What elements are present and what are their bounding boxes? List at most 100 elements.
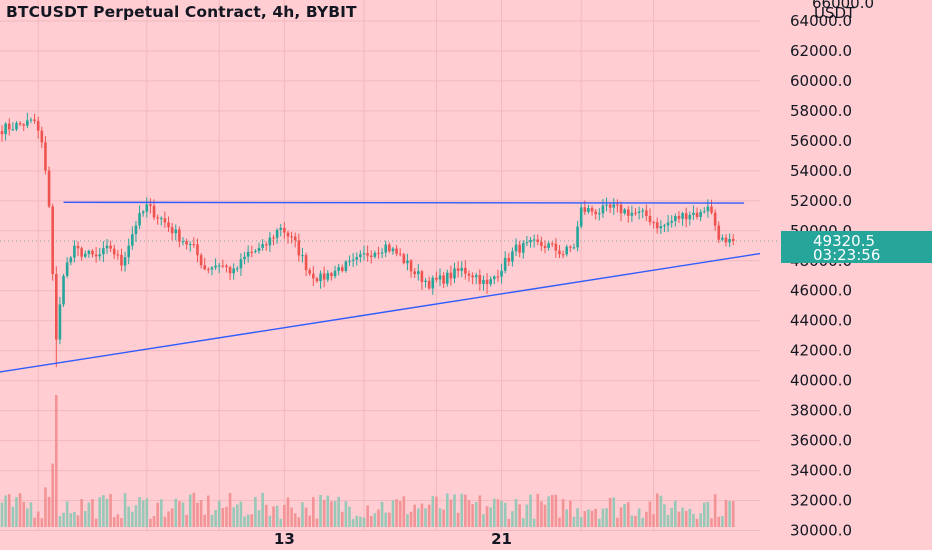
volume-bar xyxy=(608,497,612,527)
volume-bar xyxy=(312,497,315,527)
price-axis[interactable]: 66000.0 USDT 64000.0 62000.0 60000.0 58000.… xyxy=(790,0,874,540)
candle xyxy=(659,220,663,235)
candle-body xyxy=(623,209,626,214)
candle xyxy=(264,241,268,251)
candle xyxy=(695,207,699,220)
candle xyxy=(290,231,293,244)
volume-bar xyxy=(489,507,492,527)
volume-bar xyxy=(406,514,409,527)
candle-body xyxy=(29,119,33,121)
volume-bar xyxy=(26,508,29,527)
volume-bar xyxy=(315,518,319,527)
candle-body xyxy=(692,212,695,215)
candle-body xyxy=(587,208,590,212)
candle xyxy=(116,249,120,260)
candle xyxy=(69,255,73,266)
volume-bar xyxy=(236,504,239,527)
candle xyxy=(648,208,652,226)
candle-body xyxy=(83,253,87,257)
candle-body xyxy=(152,205,156,218)
candle-body xyxy=(359,254,362,258)
volume-bar xyxy=(33,517,36,527)
volume-bar xyxy=(36,511,40,527)
candle xyxy=(724,233,728,247)
candle xyxy=(312,266,315,287)
y-tick: 40000.0 xyxy=(790,372,852,390)
candle xyxy=(608,202,612,214)
candle-body xyxy=(91,250,94,255)
candle xyxy=(417,263,420,281)
candle xyxy=(467,270,471,282)
candle xyxy=(243,251,246,265)
candle xyxy=(677,211,681,223)
candle-body xyxy=(141,211,145,214)
candles[interactable] xyxy=(0,112,735,368)
last-price-value: 49320.5 xyxy=(813,232,875,250)
volume-bar xyxy=(290,507,293,527)
volume-bar xyxy=(645,511,648,527)
volume-bar xyxy=(688,508,692,527)
candle-body xyxy=(598,213,601,215)
volume-bar xyxy=(420,503,424,527)
volume-bar xyxy=(464,494,467,527)
candle xyxy=(348,255,351,266)
volume-bar xyxy=(561,499,565,527)
volume-bar xyxy=(438,508,442,527)
candle-body xyxy=(670,220,673,223)
candle xyxy=(565,244,569,257)
time-axis[interactable]: 13 21 xyxy=(274,530,512,548)
volume-bar xyxy=(326,495,330,527)
candle xyxy=(109,240,112,253)
candle xyxy=(681,211,684,226)
volume-bar xyxy=(496,499,500,527)
volume-bar xyxy=(159,499,163,527)
volume-bar xyxy=(22,501,26,527)
candle xyxy=(674,213,677,227)
candle xyxy=(471,272,474,285)
volume-bar xyxy=(149,518,152,527)
candle xyxy=(26,112,29,129)
volume-bar xyxy=(543,504,547,527)
volume-bar xyxy=(518,504,521,527)
candle xyxy=(496,269,500,282)
candle xyxy=(594,208,597,220)
candle xyxy=(36,116,40,139)
candle xyxy=(355,252,359,266)
candle-body xyxy=(257,247,261,251)
candle-body xyxy=(659,226,663,229)
candle xyxy=(366,245,369,262)
volume-bar xyxy=(630,515,634,527)
volume-bar xyxy=(196,502,199,527)
volume-bar xyxy=(73,511,76,527)
y-tick: 44000.0 xyxy=(790,312,852,330)
volume-bar xyxy=(330,501,333,527)
candle-body xyxy=(98,254,102,257)
volume-bar xyxy=(471,504,474,527)
candle xyxy=(257,242,261,254)
candle-body xyxy=(702,211,706,213)
volume-bar xyxy=(579,516,583,527)
volume-bar xyxy=(105,498,109,527)
candle-body xyxy=(225,265,228,268)
volume-bar xyxy=(275,505,279,527)
volume-bar xyxy=(576,508,579,527)
candle-body xyxy=(312,273,315,279)
volume-bar xyxy=(663,504,666,527)
candle-body xyxy=(123,257,127,266)
candle xyxy=(236,266,239,272)
candle-body xyxy=(677,216,681,219)
candle-body xyxy=(239,259,243,269)
volume-bar xyxy=(11,506,15,527)
candle-body xyxy=(489,279,492,285)
candle xyxy=(540,236,543,251)
candle-body xyxy=(409,260,413,272)
candle xyxy=(721,234,724,242)
trendlines[interactable] xyxy=(0,201,761,373)
volume-bar xyxy=(40,518,44,527)
volume-bar xyxy=(373,513,377,527)
candle-body xyxy=(87,250,91,254)
candle-body xyxy=(521,242,525,253)
candle-body xyxy=(467,273,471,276)
candle xyxy=(402,252,406,265)
